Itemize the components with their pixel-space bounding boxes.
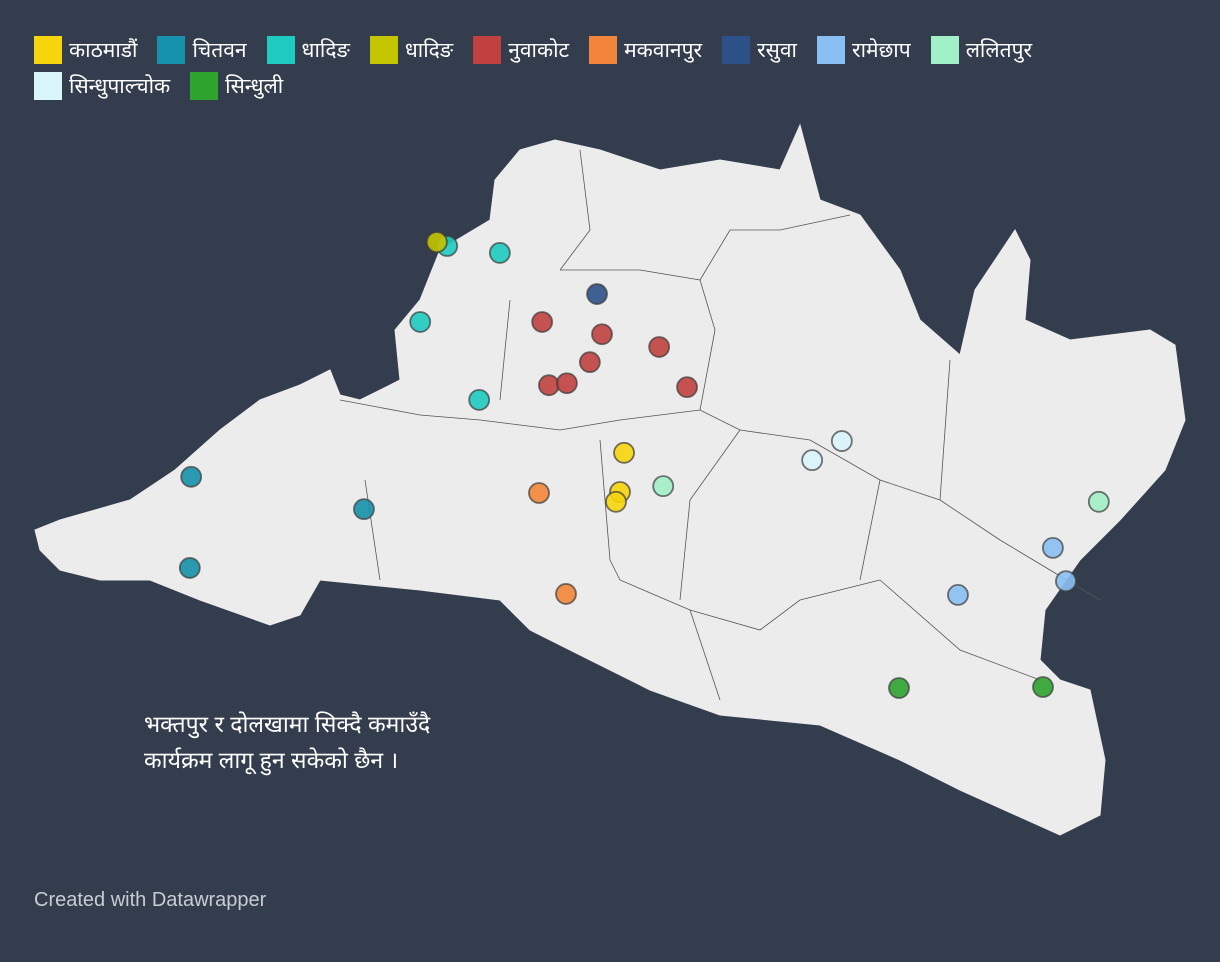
legend-swatch bbox=[817, 36, 845, 64]
point bbox=[531, 311, 554, 333]
legend-item: रसुवा bbox=[722, 36, 797, 64]
point bbox=[555, 583, 577, 605]
legend-swatch bbox=[190, 72, 219, 100]
annotation-line: कार्यक्रम लागू हुन सकेको छैन । bbox=[144, 747, 399, 773]
region-outline bbox=[34, 123, 1186, 836]
legend-label: सिन्धुपाल्चोक bbox=[69, 75, 171, 98]
point bbox=[947, 584, 969, 606]
point bbox=[830, 430, 853, 452]
point bbox=[605, 490, 627, 513]
legend-swatch bbox=[266, 36, 295, 64]
point bbox=[1042, 536, 1064, 559]
point bbox=[528, 482, 550, 504]
point bbox=[591, 323, 613, 346]
legend-swatch bbox=[722, 36, 751, 64]
point bbox=[801, 449, 824, 472]
legend: काठमाडौं चितवन धादिङ धादिङ नुवाकोट मकवानपुर रस… bbox=[34, 36, 1134, 100]
point bbox=[468, 388, 491, 411]
point bbox=[578, 351, 601, 374]
legend-label: रसुवा bbox=[757, 39, 797, 62]
legend-swatch bbox=[930, 36, 959, 64]
legend-item: रामेछाप bbox=[817, 36, 911, 64]
point bbox=[1032, 676, 1054, 698]
legend-label: चितवन bbox=[192, 39, 247, 62]
point bbox=[178, 557, 201, 579]
point bbox=[648, 336, 671, 358]
legend-swatch bbox=[473, 36, 502, 64]
legend-item: काठमाडौं bbox=[34, 36, 137, 64]
legend-item: धादिङ bbox=[369, 36, 454, 64]
legend-label: मकवानपुर bbox=[624, 39, 703, 62]
legend-label: धादिङ bbox=[404, 39, 454, 62]
legend-label: नुवाकोट bbox=[508, 39, 570, 62]
legend-swatch bbox=[34, 36, 62, 64]
legend-item: चितवन bbox=[157, 36, 247, 64]
point bbox=[613, 441, 635, 464]
legend-swatch bbox=[369, 36, 398, 64]
credit: Created with Datawrapper bbox=[34, 889, 267, 911]
legend-label: धादिङ bbox=[301, 39, 350, 62]
legend-label: ललितपुर bbox=[965, 39, 1033, 62]
point bbox=[586, 283, 608, 305]
legend-label: सिन्धुली bbox=[225, 75, 284, 98]
point bbox=[676, 376, 698, 399]
annotation-line: भक्तपुर र दोलखामा सिक्दै कमाउँदै bbox=[144, 711, 431, 737]
point bbox=[556, 372, 578, 395]
point bbox=[488, 241, 511, 264]
legend-item: नुवाकोट bbox=[473, 36, 569, 64]
legend-item: सिन्धुपाल्चोक bbox=[34, 72, 170, 100]
legend-item: मकवानपुर bbox=[589, 36, 702, 64]
point bbox=[652, 475, 675, 498]
point bbox=[538, 374, 560, 397]
legend-item: ललितपुर bbox=[930, 36, 1033, 64]
point bbox=[353, 498, 375, 521]
legend-item: धादिङ bbox=[266, 36, 350, 64]
district-borders bbox=[339, 149, 1101, 701]
point bbox=[180, 465, 203, 488]
point bbox=[888, 677, 910, 699]
legend-swatch bbox=[589, 36, 618, 64]
legend-label: रामेछाप bbox=[852, 39, 911, 62]
point bbox=[425, 231, 448, 254]
point bbox=[1055, 570, 1077, 593]
point bbox=[409, 311, 432, 333]
legend-label: काठमाडौं bbox=[69, 39, 138, 62]
legend-swatch bbox=[34, 72, 62, 100]
legend-swatch bbox=[157, 36, 186, 64]
point bbox=[1087, 490, 1110, 513]
legend-item: सिन्धुली bbox=[190, 72, 283, 100]
annotation: भक्तपुर र दोलखामा सिक्दै कमाउँदै कार्यक्… bbox=[144, 706, 430, 778]
